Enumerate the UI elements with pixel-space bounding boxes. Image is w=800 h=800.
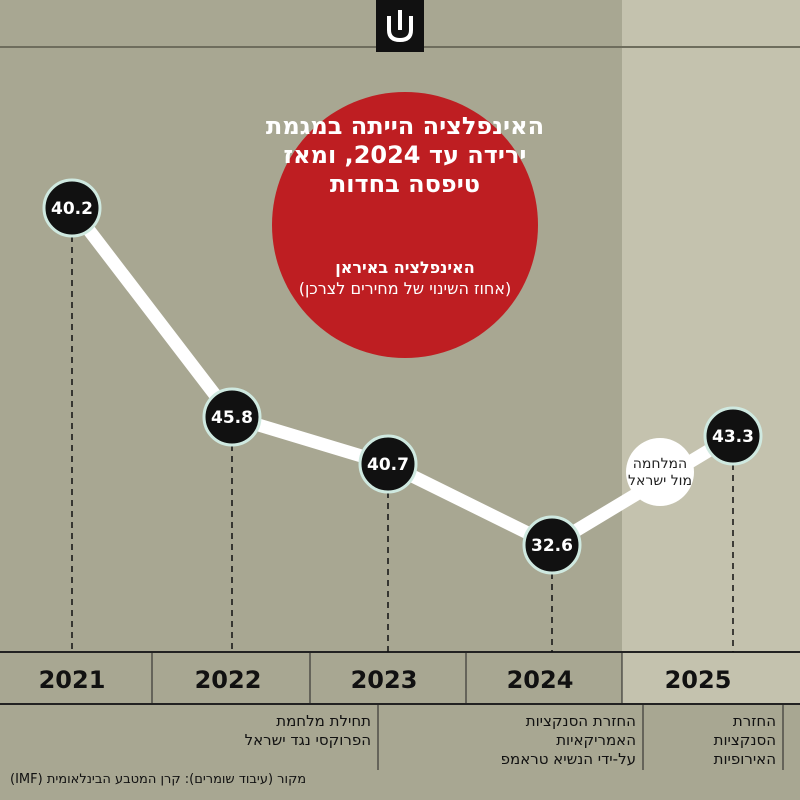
- us-sanctions-line2: האמריקאיות: [556, 731, 636, 749]
- war-annotation-label: המלחמה מול ישראל: [622, 456, 698, 490]
- subtitle-text: (אחוז השינוי של מחירים לצרכן): [298, 279, 512, 298]
- data-label: 40.2: [51, 199, 93, 219]
- war-annotation-line1: המלחמה: [632, 456, 688, 472]
- shomrim-logo-mark: [387, 10, 413, 43]
- year-label: 2021: [39, 666, 106, 694]
- eu-sanctions-line1: החזרת: [732, 712, 776, 730]
- year-label: 2024: [507, 666, 574, 694]
- drop-lines: [71, 236, 734, 652]
- proxy-war-annotation: תחילת מלחמת הפרוקסי נגד ישראל: [236, 712, 371, 750]
- us-sanctions-annotation: החזרת הסנקציות האמריקאיות על-ידי הנשיא ט…: [488, 712, 636, 769]
- proxy-war-line2: הפרוקסי נגד ישראל: [244, 731, 371, 749]
- eu-sanctions-line3: האירופיות: [713, 750, 776, 768]
- shomrim-logo-icon: [376, 0, 424, 52]
- eu-sanctions-annotation: החזרת הסנקציות האירופיות: [700, 712, 776, 769]
- us-sanctions-line3: על-ידי הנשיא טראמפ: [500, 750, 636, 768]
- data-label: 32.6: [531, 536, 573, 556]
- year-label: 2025: [665, 666, 732, 694]
- chart-title: האינפלציה הייתה במגמת ירידה עד 2024, ומא…: [265, 112, 545, 198]
- year-label: 2023: [351, 666, 418, 694]
- data-markers: 40.2 45.8 40.7 32.6 43.3: [42, 178, 763, 575]
- axis-band-highlight: [622, 652, 800, 704]
- war-annotation-line2: מול ישראל: [628, 473, 692, 489]
- year-tick-labels: 2021 2022 2023 2024 2025: [39, 666, 732, 694]
- war-annotation-bubble: [626, 438, 694, 506]
- source-note: מקור (עיבוד שומרים): קרן המטבע הבינלאומי…: [10, 772, 307, 787]
- axis-dividers: [151, 652, 623, 704]
- year-label: 2022: [195, 666, 262, 694]
- data-point: [703, 406, 763, 466]
- data-point: [522, 515, 582, 575]
- headline-bubble: [272, 92, 538, 358]
- data-label: 45.8: [211, 408, 253, 428]
- data-point: [42, 178, 102, 238]
- chart-subtitle: האינפלציה באיראן (אחוז השינוי של מחירים …: [270, 257, 540, 299]
- data-label: 43.3: [712, 427, 754, 447]
- subtitle-bold: האינפלציה באיראן: [335, 258, 475, 277]
- data-label: 40.7: [367, 455, 409, 475]
- highlight-band-2025: [622, 0, 800, 652]
- us-sanctions-line1: החזרת הסנקציות: [525, 712, 636, 730]
- eu-sanctions-line2: הסנקציות: [713, 731, 776, 749]
- data-point: [358, 434, 418, 494]
- proxy-war-line1: תחילת מלחמת: [276, 712, 371, 730]
- data-point: [202, 387, 262, 447]
